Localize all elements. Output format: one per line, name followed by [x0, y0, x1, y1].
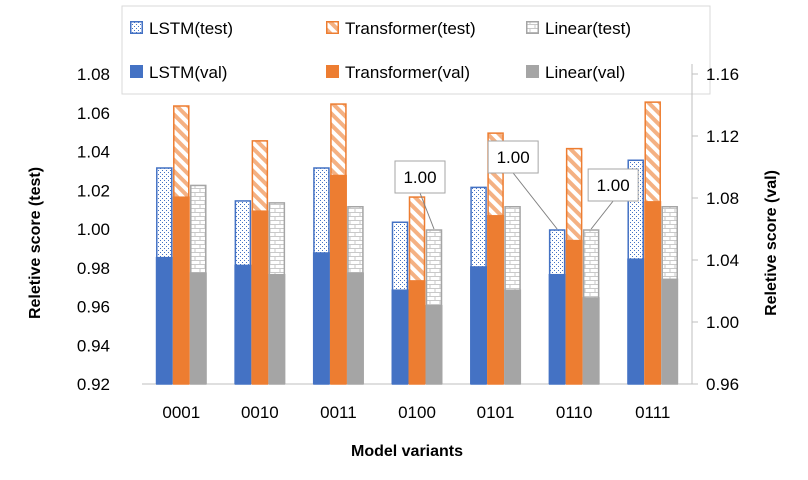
y-right-tick-label: 1.08 [706, 189, 739, 208]
legend-label: LSTM(test) [149, 19, 233, 38]
data-label-leader [590, 200, 614, 230]
x-axis-title: Model variants [351, 443, 463, 460]
data-label-box [394, 160, 446, 194]
bar-transformer-val-0001 [172, 196, 190, 384]
data-label-leader [419, 192, 435, 230]
legend-swatch [130, 21, 143, 34]
legend-swatch [326, 21, 339, 34]
legend-swatch [526, 65, 539, 78]
y-axis-title-right: Reletive score (val) [763, 170, 780, 316]
bar-lstm-val-0100 [391, 289, 409, 384]
y-left-tick-label: 1.00 [77, 220, 110, 239]
x-tick-label: 0111 [635, 403, 670, 422]
bar-lstm-val-0001 [155, 256, 173, 384]
x-tick-label: 0011 [320, 403, 357, 422]
legend-label: LSTM(val) [149, 63, 227, 82]
bar-linear-val-0100 [425, 304, 443, 384]
legend-label: Linear(val) [545, 63, 625, 82]
bar-transformer-val-0100 [408, 280, 426, 384]
x-tick-label: 0100 [398, 403, 436, 422]
bar-lstm-val-0110 [548, 273, 566, 384]
y-left-tick-label: 0.94 [77, 336, 110, 355]
x-tick-label: 0101 [477, 403, 515, 422]
bar-transformer-val-0011 [329, 174, 347, 384]
data-label-callout: 1.00 [394, 160, 446, 230]
data-label-callout: 1.00 [487, 140, 558, 230]
data-label: 1.00 [403, 168, 436, 187]
data-label-leader [512, 172, 558, 230]
bar-lstm-val-0011 [312, 252, 330, 384]
data-label-box [587, 168, 639, 202]
bar-lstm-val-0111 [627, 258, 645, 384]
axes: 0.92 0.94 0.96 0.98 1.00 1.02 1.04 1.06 1.08 0.96… [77, 64, 739, 422]
x-tick-label: 0110 [556, 403, 593, 422]
bar-transformer-val-0101 [487, 215, 505, 384]
x-tick-label: 0010 [241, 403, 279, 422]
data-label: 1.00 [497, 148, 530, 167]
data-label: 1.00 [597, 176, 630, 195]
legend-label: Transformer(val) [345, 63, 470, 82]
y-right-tick-label: 1.04 [706, 251, 739, 270]
y-left-tick-label: 0.96 [77, 298, 110, 317]
bar-transformer-val-0110 [565, 239, 583, 384]
bar-linear-val-0010 [268, 273, 286, 384]
bar-transformer-val-0111 [644, 201, 662, 384]
bar-transformer-val-0010 [251, 210, 269, 384]
y-left-tick-label: 1.02 [77, 181, 110, 200]
y-right-tick-label: 1.16 [706, 65, 739, 84]
legend-label: Linear(test) [545, 19, 631, 38]
data-label-box [487, 140, 539, 174]
y-right-tick-label: 1.12 [706, 127, 739, 146]
bar-linear-val-0011 [346, 272, 364, 384]
bar-linear-val-0110 [582, 297, 600, 384]
y-left-tick-label: 1.08 [77, 65, 110, 84]
y-right-tick-label: 1.00 [706, 313, 739, 332]
y-left-tick-label: 0.92 [77, 375, 110, 394]
y-axis-title-left: Reletive score (test) [27, 167, 44, 319]
callouts: 1.00 1.00 1.00 [394, 140, 639, 230]
bar-linear-val-0001 [189, 272, 207, 384]
bar-linear-val-0111 [661, 278, 679, 384]
legend-swatch [526, 21, 539, 34]
legend-swatch [326, 65, 339, 78]
y-left-tick-label: 1.06 [77, 104, 110, 123]
y-left-tick-label: 0.98 [77, 259, 110, 278]
legend-swatch [130, 65, 143, 78]
y-left-tick-label: 1.04 [77, 143, 110, 162]
bar-lstm-val-0010 [234, 264, 252, 384]
bars [155, 101, 679, 385]
legend-box [121, 5, 711, 95]
y-right-tick-label: 0.96 [706, 375, 739, 394]
x-tick-label: 0001 [162, 403, 200, 422]
legend-label: Transformer(test) [345, 19, 476, 38]
legend: LSTM(test) Transformer(test) Linear(test) L… [121, 5, 711, 95]
bar-linear-val-0101 [504, 289, 522, 384]
data-label-callout: 1.00 [587, 168, 639, 230]
bar-lstm-val-0101 [470, 266, 488, 384]
